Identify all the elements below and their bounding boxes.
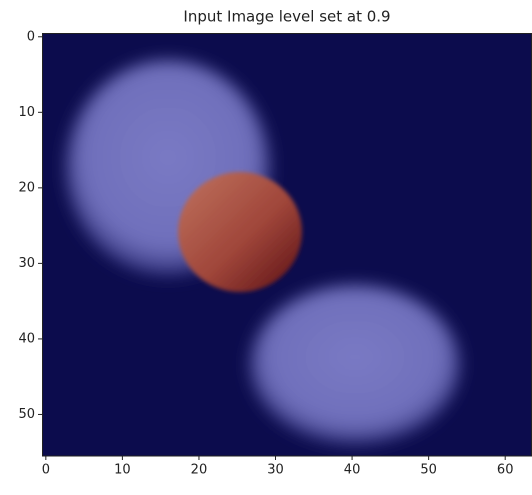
x-tick-label: 0 <box>42 463 50 478</box>
cell-blob <box>250 285 460 445</box>
y-tick-label: 50 <box>18 407 35 422</box>
chart-title: Input Image level set at 0.9 <box>183 8 390 26</box>
x-tick-label: 30 <box>267 463 284 478</box>
y-tick-label: 40 <box>18 331 35 346</box>
x-tick-label: 40 <box>344 463 361 478</box>
image <box>42 33 532 456</box>
level-set-region <box>178 172 302 292</box>
y-tick-label: 10 <box>18 105 35 120</box>
y-tick-label: 30 <box>18 256 35 271</box>
y-tick-label: 0 <box>27 29 35 44</box>
x-tick-label: 20 <box>191 463 208 478</box>
x-tick-label: 60 <box>497 463 514 478</box>
x-tick-label: 50 <box>420 463 437 478</box>
x-tick-label: 10 <box>114 463 131 478</box>
y-tick-label: 20 <box>18 180 35 195</box>
